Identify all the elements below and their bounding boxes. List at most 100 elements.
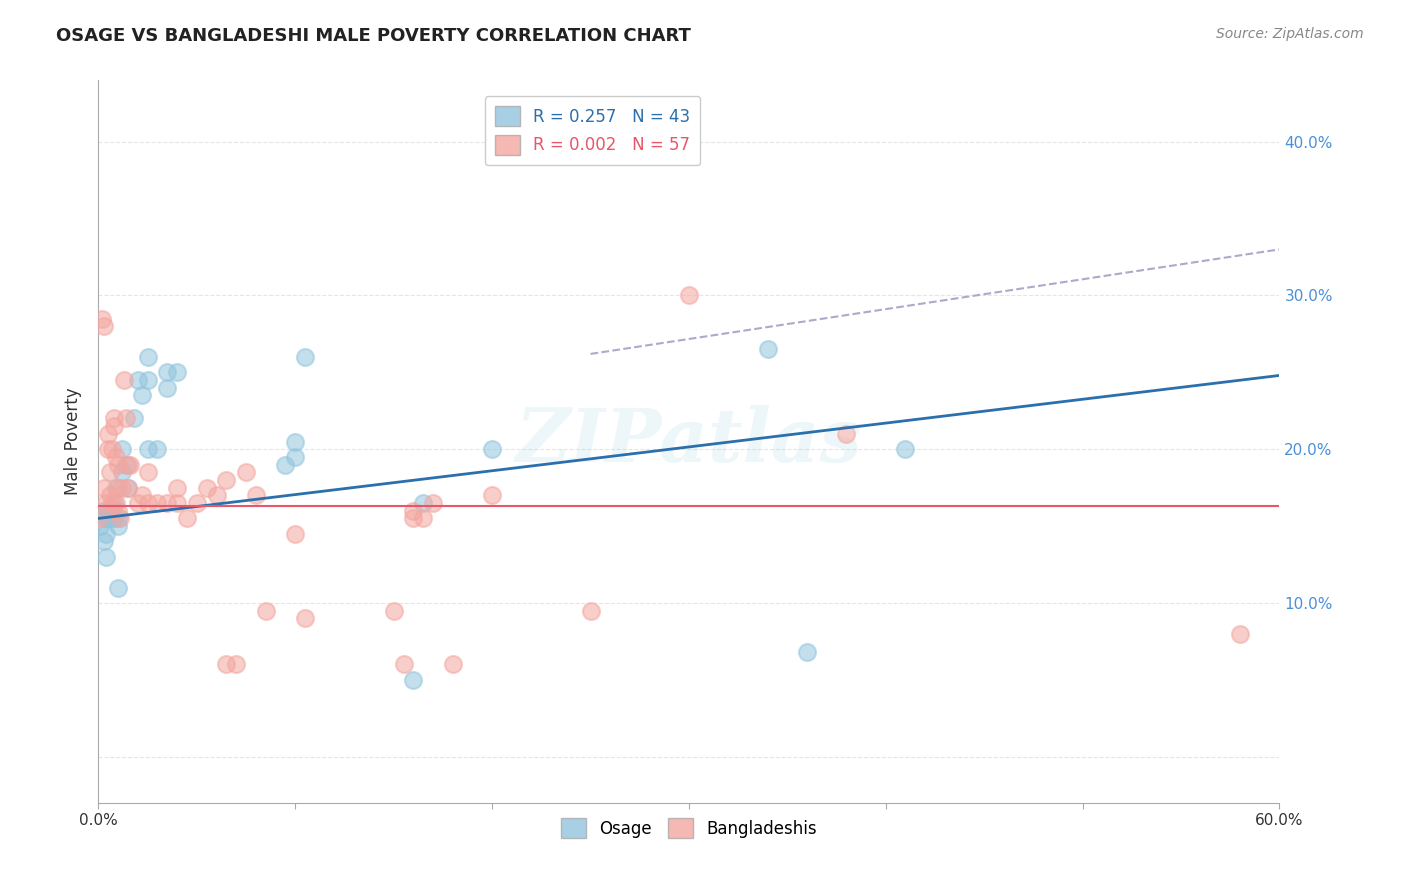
Point [131,388,153,402]
Point [215,473,238,487]
Point [89,519,111,533]
Point [101,504,124,518]
Point [103,411,125,425]
Point [136,465,159,479]
Point [756,343,779,357]
Point [101,496,124,510]
Point [284,450,307,464]
Point [835,426,858,441]
Point [98,507,121,521]
Point [294,611,316,625]
Point [1229,626,1251,640]
Point [97,511,120,525]
Point [103,419,125,434]
Point [103,511,125,525]
Point [254,604,277,618]
Point [111,481,134,495]
Point [441,657,464,672]
Point [412,496,434,510]
Point [101,442,124,457]
Point [579,604,602,618]
Point [156,365,179,379]
Point [402,511,425,525]
Point [195,481,218,495]
Text: OSAGE VS BANGLADESHI MALE POVERTY CORRELATION CHART: OSAGE VS BANGLADESHI MALE POVERTY CORREL… [56,27,692,45]
Point [96,496,118,510]
Point [107,504,129,518]
Point [284,526,307,541]
Point [93,481,115,495]
Point [294,350,316,364]
Point [127,373,149,387]
Point [98,511,121,525]
Point [107,481,129,495]
Point [166,496,188,510]
Point [136,496,159,510]
Point [89,511,111,525]
Point [117,458,139,472]
Point [91,311,114,326]
Point [127,496,149,510]
Point [105,450,128,464]
Point [107,519,129,533]
Point [274,458,297,472]
Point [205,488,228,502]
Point [215,657,238,672]
Point [97,426,120,441]
Point [796,645,818,659]
Point [392,657,415,672]
Point [103,496,125,510]
Point [93,319,115,334]
Point [97,442,120,457]
Point [402,504,425,518]
Point [115,411,138,425]
Point [166,365,188,379]
Point [118,458,141,472]
Point [225,657,247,672]
Point [108,511,131,525]
Point [117,481,139,495]
Point [481,488,503,502]
Point [894,442,917,457]
Point [156,381,179,395]
Point [97,504,120,518]
Point [402,673,425,687]
Point [96,526,118,541]
Point [186,496,208,510]
Point [678,288,700,302]
Point [107,581,129,595]
Point [91,504,114,518]
Point [146,496,169,510]
Point [122,411,145,425]
Point [481,442,503,457]
Point [105,481,128,495]
Point [412,511,434,525]
Point [176,511,198,525]
Point [245,488,267,502]
Point [101,500,124,515]
Point [166,481,188,495]
Point [382,604,405,618]
Text: ZIPatlas: ZIPatlas [516,405,862,478]
Point [111,465,134,479]
Point [93,511,115,525]
Point [96,549,118,564]
Point [136,350,159,364]
Y-axis label: Male Poverty: Male Poverty [65,388,83,495]
Point [105,496,128,510]
Point [284,434,307,449]
Point [111,442,134,457]
Point [156,496,179,510]
Point [107,511,129,525]
Point [136,373,159,387]
Legend: Osage, Bangladeshis: Osage, Bangladeshis [554,812,824,845]
Point [98,488,121,502]
Point [93,534,115,549]
Point [98,465,121,479]
Point [146,442,169,457]
Point [112,373,135,387]
Point [115,458,138,472]
Point [235,465,257,479]
Point [136,442,159,457]
Point [131,488,153,502]
